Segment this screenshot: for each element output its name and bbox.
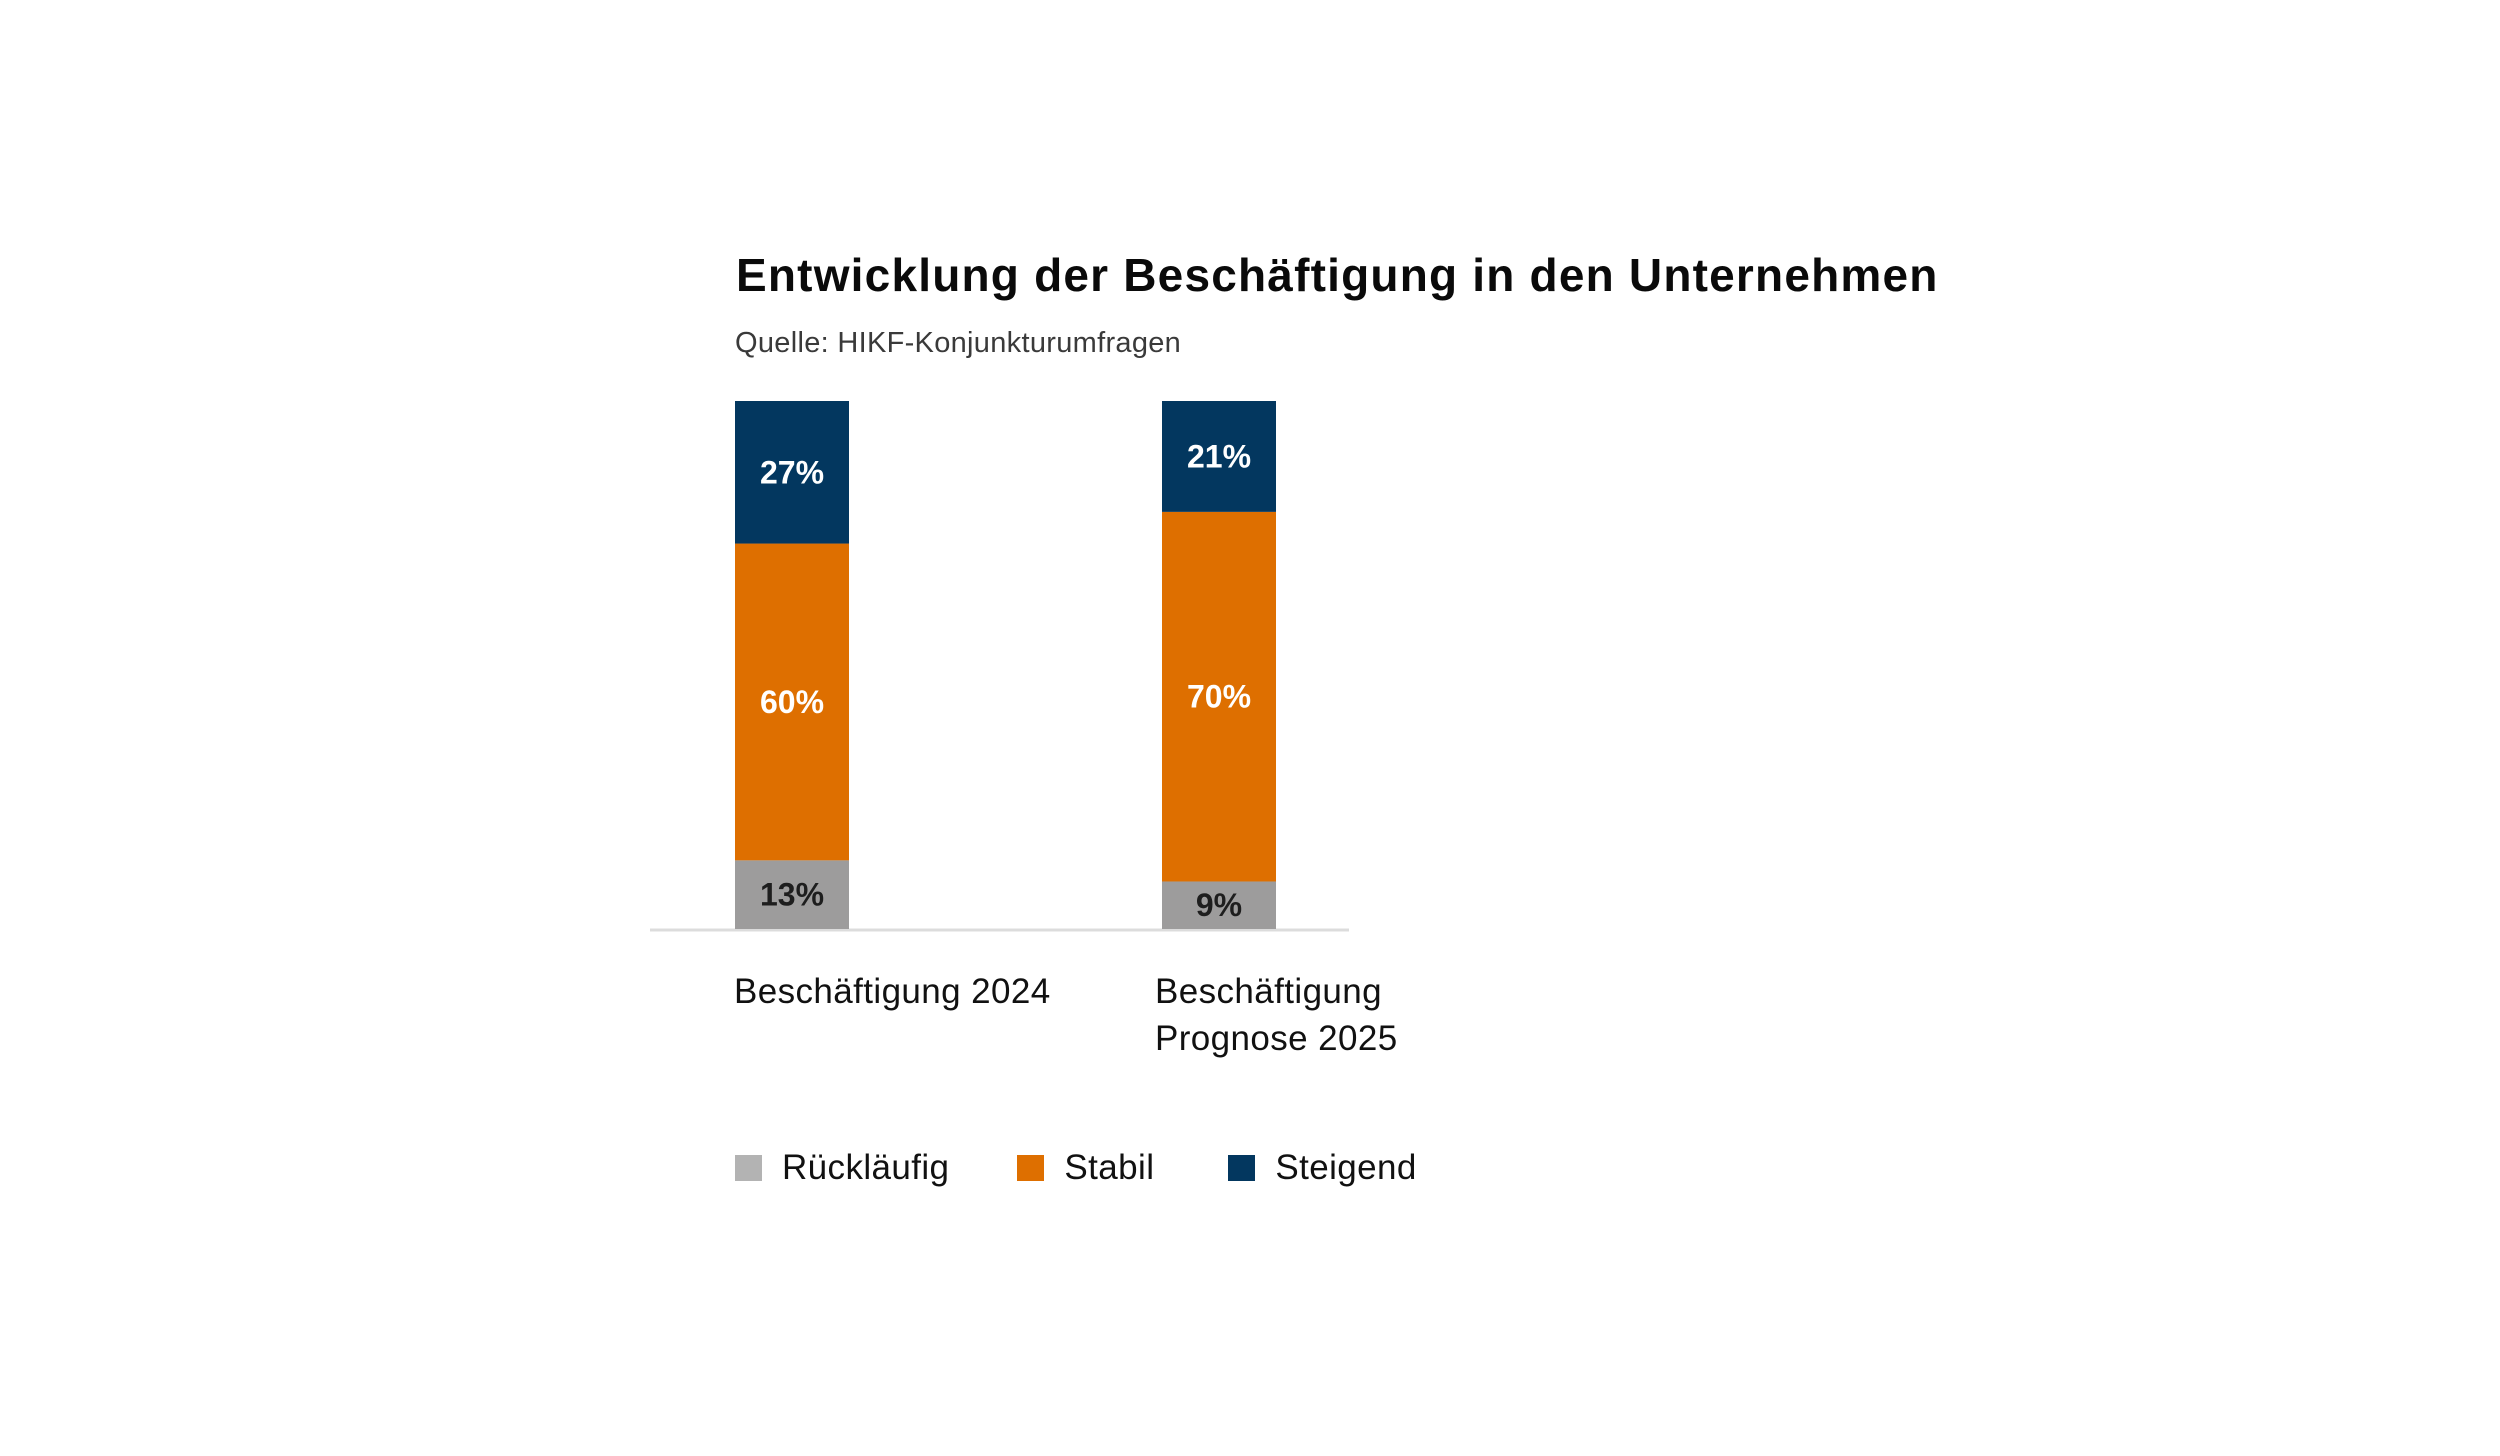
chart-title: Entwicklung der Beschäftigung in den Unt… [736, 249, 1939, 301]
legend-swatch-ruecklaeufig [735, 1155, 762, 1181]
legend-label-steigend: Steigend [1275, 1148, 1417, 1187]
legend-swatch-stabil [1017, 1155, 1045, 1181]
legend-label-ruecklaeufig: Rückläufig [782, 1148, 950, 1187]
legend: Rückläufig Stabil Steigend [735, 1148, 1477, 1188]
chart-subtitle: Quelle: HIKF-Konjunkturumfragen [735, 327, 1182, 359]
legend-item-stabil: Stabil [1017, 1148, 1154, 1188]
bar-segment-rcklufig-0 [735, 860, 849, 929]
legend-label-stabil: Stabil [1064, 1148, 1155, 1187]
data-label-steigend-0: 27% [760, 454, 824, 490]
data-label-stabil-0: 60% [760, 684, 824, 720]
category-label-0: Beschäftigung 2024 [734, 972, 1051, 1011]
data-label-rcklufig-1: 9% [1196, 887, 1242, 923]
bar-segment-steigend-1 [1162, 401, 1276, 512]
legend-swatch-steigend [1228, 1155, 1256, 1181]
bar-stack-0: 13% 60% 27% [735, 401, 849, 929]
category-label-1: Beschäftigung Prognose 2025 [1155, 972, 1398, 1058]
data-label-rcklufig-0: 13% [760, 877, 824, 913]
bar-stack-1: 9% 70% 21% [1162, 401, 1276, 929]
bar-segment-steigend-0 [735, 401, 849, 544]
bar-segment-rcklufig-1 [1162, 881, 1276, 929]
data-label-stabil-1: 70% [1187, 679, 1251, 715]
legend-item-steigend: Steigend [1228, 1148, 1416, 1188]
bar-segment-stabil-0 [735, 543, 849, 861]
bar-segment-stabil-1 [1162, 511, 1276, 882]
data-label-steigend-1: 21% [1187, 438, 1251, 474]
legend-item-ruecklaeufig: Rückläufig [735, 1148, 949, 1188]
